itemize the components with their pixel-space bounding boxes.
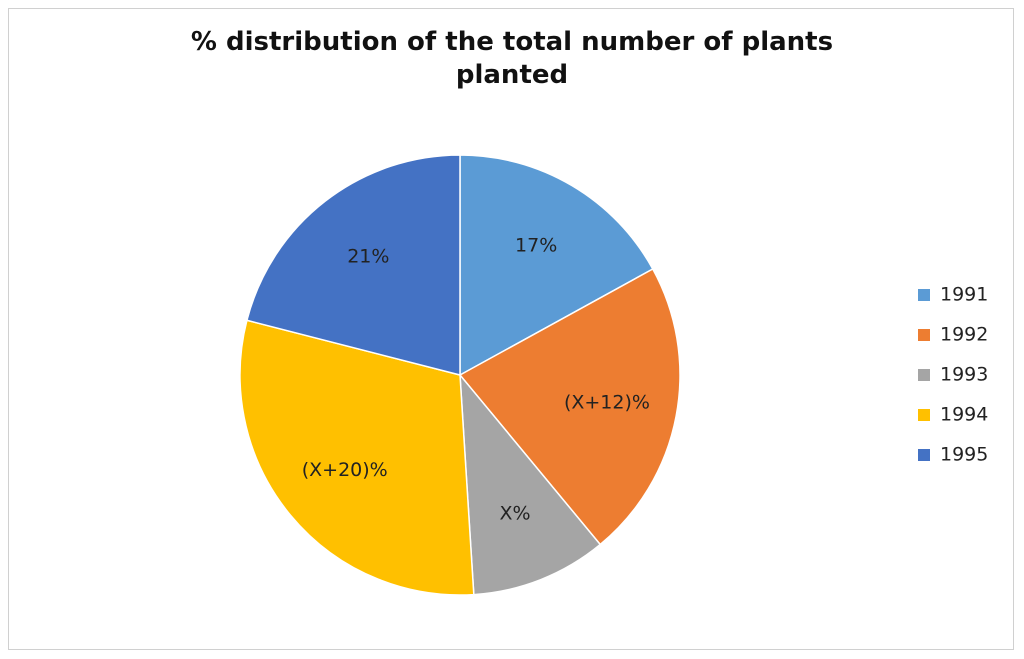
data-label: (X+12)% xyxy=(564,392,650,414)
pie-slice xyxy=(458,267,681,546)
legend-swatch xyxy=(918,369,930,381)
legend-label: 1993 xyxy=(940,364,988,386)
legend-swatch xyxy=(918,289,930,301)
legend-swatch xyxy=(918,329,930,341)
legend-swatch xyxy=(918,449,930,461)
legend-label: 1994 xyxy=(940,404,988,426)
data-label: (X+20)% xyxy=(302,459,388,481)
pie-slice xyxy=(459,154,654,377)
legend-swatch xyxy=(918,409,930,421)
data-label: 17% xyxy=(515,235,557,257)
pie-slice xyxy=(459,372,602,596)
data-label: 21% xyxy=(347,245,389,267)
chart-title: % distribution of the total number of pl… xyxy=(190,27,834,90)
chart-frame xyxy=(8,8,1014,650)
data-label: X% xyxy=(500,503,531,525)
legend-label: 1992 xyxy=(940,324,988,346)
pie-slice xyxy=(239,319,475,596)
legend-label: 1991 xyxy=(940,284,988,306)
legend-label: 1995 xyxy=(940,444,988,466)
pie-slice xyxy=(245,154,461,376)
